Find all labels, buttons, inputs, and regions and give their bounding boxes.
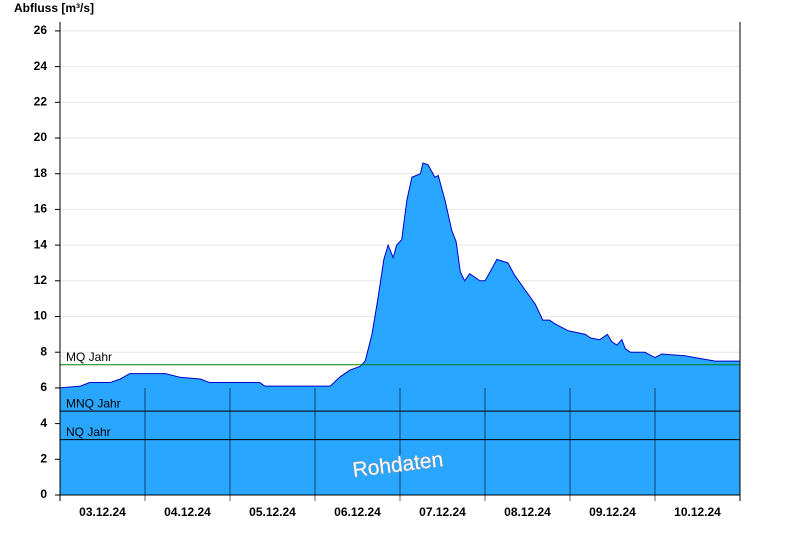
reference-label: NQ Jahr bbox=[66, 425, 111, 439]
y-tick-label: 16 bbox=[34, 202, 48, 216]
x-tick-label: 03.12.24 bbox=[79, 505, 126, 519]
y-tick-label: 18 bbox=[34, 166, 48, 180]
y-tick-label: 24 bbox=[34, 59, 48, 73]
chart-title: Abfluss [m³/s] bbox=[14, 1, 94, 15]
y-tick-label: 22 bbox=[34, 94, 48, 108]
reference-label: MNQ Jahr bbox=[66, 396, 121, 410]
x-tick-label: 10.12.24 bbox=[674, 505, 721, 519]
x-tick-label: 09.12.24 bbox=[589, 505, 636, 519]
x-tick-label: 04.12.24 bbox=[164, 505, 211, 519]
y-tick-label: 4 bbox=[40, 416, 47, 430]
area-line bbox=[59, 162, 740, 389]
y-tick-label: 10 bbox=[34, 309, 48, 323]
x-tick-label: 07.12.24 bbox=[419, 505, 466, 519]
y-tick-label: 14 bbox=[34, 237, 48, 251]
y-tick-label: 12 bbox=[34, 273, 48, 287]
x-tick-label: 06.12.24 bbox=[334, 505, 381, 519]
y-tick-label: 2 bbox=[40, 451, 47, 465]
y-tick-label: 8 bbox=[40, 344, 47, 358]
x-tick-label: 08.12.24 bbox=[504, 505, 551, 519]
y-tick-label: 20 bbox=[34, 130, 48, 144]
x-tick-label: 05.12.24 bbox=[249, 505, 296, 519]
y-tick-label: 6 bbox=[40, 380, 47, 394]
reference-label: MQ Jahr bbox=[66, 350, 112, 364]
y-tick-label: 0 bbox=[40, 487, 47, 501]
y-tick-label: 26 bbox=[34, 23, 48, 37]
